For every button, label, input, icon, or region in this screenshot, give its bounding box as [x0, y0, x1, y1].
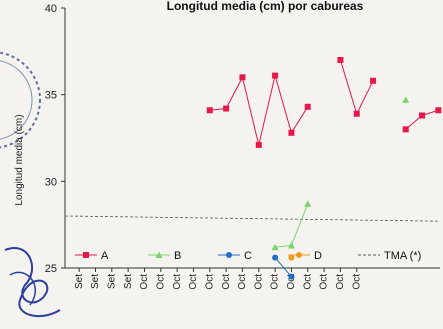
- x-tick-label: Oct: [253, 274, 264, 290]
- legend-item-a: A: [75, 250, 109, 262]
- legend-item-tma: TMA (*): [358, 250, 421, 262]
- point-a: [304, 103, 311, 110]
- legend-label-d: D: [314, 250, 322, 262]
- x-tick-label: Set: [74, 274, 85, 289]
- legend-marker-c: [226, 252, 232, 258]
- y-tick-label: 40: [45, 3, 57, 15]
- y-tick-label: 30: [45, 176, 57, 188]
- series-line-b: [275, 203, 309, 248]
- series-line-a: [339, 59, 374, 116]
- point-c: [272, 254, 279, 261]
- series-c: [272, 254, 295, 280]
- legend-item-b: B: [148, 250, 181, 262]
- y-tick-label: 35: [45, 90, 57, 102]
- point-a: [370, 77, 377, 84]
- series-b: [271, 96, 410, 251]
- series-layer: [206, 57, 442, 280]
- x-tick-label: Oct: [139, 274, 150, 290]
- point-a: [206, 107, 213, 114]
- reference-line-tma: [64, 215, 441, 222]
- point-a: [435, 107, 442, 114]
- legend-item-d: D: [288, 250, 322, 262]
- point-a: [337, 57, 344, 63]
- point-a: [239, 74, 246, 81]
- point-c: [288, 273, 295, 280]
- point-a: [223, 105, 230, 112]
- x-tick-label: Set: [106, 274, 117, 289]
- seal-stamp: [0, 51, 41, 149]
- point-d: [288, 254, 295, 261]
- legend-marker-b: [155, 251, 163, 258]
- legend-marker-d: [296, 252, 302, 258]
- x-tick-label: Oct: [155, 274, 166, 290]
- legend-label-b: B: [174, 250, 181, 262]
- chart-title: Longitud media (cm) por cabureas: [167, 0, 364, 13]
- point-a: [255, 141, 262, 148]
- x-tick-label: Oct: [237, 274, 248, 290]
- point-b: [287, 241, 295, 249]
- point-a: [402, 126, 409, 133]
- x-tick-label: Oct: [351, 274, 362, 290]
- x-tick-label: Oct: [221, 274, 232, 290]
- legend-item-c: C: [218, 250, 252, 262]
- point-b: [304, 200, 312, 207]
- signature-scribble: [4, 247, 61, 318]
- x-axis-ticks: Set Set Set Set Oct Oct Oct Oct Oct Oct Oct Oct Oct O…: [74, 268, 362, 290]
- point-a: [419, 112, 426, 119]
- point-b: [271, 243, 279, 251]
- x-tick-label: Oct: [286, 274, 297, 290]
- point-a: [353, 110, 360, 117]
- x-tick-label: Oct: [302, 274, 313, 290]
- series-a: [206, 57, 442, 148]
- x-tick-label: Oct: [335, 274, 346, 290]
- x-tick-label: Oct: [172, 274, 183, 290]
- x-tick-label: Oct: [188, 274, 199, 290]
- x-tick-label: Set: [90, 274, 101, 289]
- legend-marker-a: [83, 252, 89, 258]
- legend-label-tma: TMA (*): [384, 250, 421, 262]
- series-line-c: [274, 257, 292, 277]
- y-axis-ticks: 25 30 35 40: [45, 3, 65, 275]
- legend: A B C D TMA (*): [75, 250, 421, 262]
- x-tick-label: Oct: [270, 274, 281, 290]
- reference-lines: [64, 215, 441, 222]
- series-d: [288, 254, 295, 261]
- x-tick-label: Set: [123, 274, 134, 289]
- point-a: [288, 129, 295, 136]
- x-tick-label: Oct: [319, 274, 330, 290]
- y-tick-label: 25: [45, 263, 57, 275]
- y-axis-title: Longitud media (cm): [14, 114, 25, 205]
- x-tick-label: Oct: [204, 274, 215, 290]
- legend-label-c: C: [244, 250, 252, 262]
- legend-label-a: A: [101, 250, 109, 262]
- point-a: [272, 72, 279, 79]
- point-b: [402, 96, 410, 103]
